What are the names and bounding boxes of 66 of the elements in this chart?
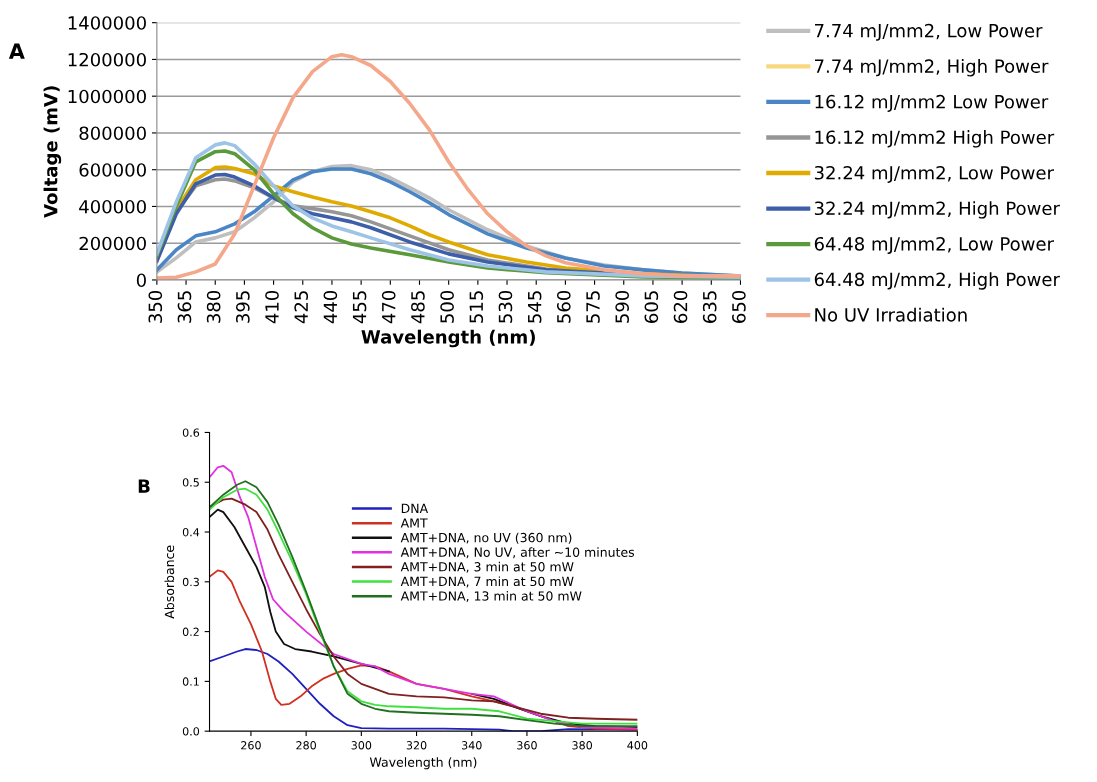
y-tick-label: 0.2: [182, 627, 199, 636]
y-tick-label: 600000: [79, 163, 146, 177]
y-tick-label: 200000: [79, 236, 146, 251]
legend-label: 32.24 mJ/mm2, Low Power: [814, 165, 1054, 183]
x-axis-title: Wavelength (nm): [361, 329, 535, 348]
y-tick-label: 0.1: [182, 677, 199, 686]
x-tick-label: 650: [732, 290, 746, 323]
x-tick-label: 350: [148, 290, 163, 323]
x-tick-label: 605: [644, 291, 659, 323]
x-tick-label: 620: [673, 290, 688, 323]
x-tick-label: 515: [469, 291, 484, 323]
x-tick-label: 485: [411, 291, 425, 324]
text: B: [138, 479, 150, 493]
y-tick-label: 0.6: [182, 428, 200, 437]
legend-label: 7.74 mJ/mm2, High Power: [815, 59, 1049, 77]
legend-label: DNA: [401, 503, 429, 513]
legend-label: AMT: [400, 518, 428, 528]
legend-label: 16.12 mJ/mm2 High Power: [815, 130, 1055, 148]
x-tick-label: 380: [572, 741, 593, 750]
y-tick-label: 1400000: [68, 16, 146, 30]
y-tick-label: 0.0: [182, 727, 200, 736]
y-tick-label: 0: [136, 273, 146, 288]
legend-label: No UV Irradiation: [815, 307, 967, 322]
x-tick-label: 300: [351, 741, 372, 750]
x-tick-label: 635: [702, 291, 717, 323]
legend-label: AMT+DNA, 13 min at 50 mW: [400, 591, 582, 602]
legend-label: 64.48 mJ/mm2, Low Power: [814, 236, 1054, 254]
x-tick-label: 260: [241, 741, 261, 750]
y-tick-label: 800000: [79, 126, 146, 141]
x-axis-title: Wavelength (nm): [369, 757, 477, 770]
legend-label: 16.12 mJ/mm2 Low Power: [815, 94, 1049, 112]
y-tick-label: 0.5: [182, 478, 199, 487]
x-tick-label: 320: [406, 741, 427, 750]
x-tick-label: 400: [627, 741, 648, 750]
x-tick-label: 410: [265, 290, 279, 324]
x-tick-label: 560: [556, 290, 571, 323]
text: A: [8, 43, 25, 59]
x-tick-label: 395: [235, 291, 250, 323]
x-tick-label: 380: [206, 290, 221, 323]
x-tick-label: 575: [586, 291, 600, 323]
x-tick-label: 280: [296, 741, 316, 750]
y-axis-title: Absorbance: [164, 545, 175, 619]
x-tick-label: 470: [381, 290, 396, 324]
y-tick-label: 1000000: [68, 89, 146, 104]
x-tick-label: 365: [177, 291, 192, 323]
y-tick-label: 0.4: [182, 528, 200, 537]
legend-label: AMT+DNA, 3 min at 50 mW: [400, 561, 574, 573]
x-tick-label: 440: [323, 290, 338, 324]
legend-label: AMT+DNA, No UV, after ~10 minutes: [400, 547, 635, 559]
legend-label: AMT+DNA, 7 min at 50 mW: [400, 576, 574, 588]
x-tick-label: 500: [440, 290, 454, 323]
x-tick-label: 455: [352, 291, 367, 324]
y-tick-label: 0.3: [182, 577, 199, 587]
x-tick-label: 340: [461, 741, 482, 750]
legend-label: AMT+DNA, no UV (360 nm): [400, 532, 572, 544]
legend-label: 32.24 mJ/mm2, High Power: [814, 201, 1060, 219]
y-tick-label: 1200000: [68, 52, 146, 67]
y-tick-label: 400000: [79, 199, 146, 214]
x-tick-label: 360: [517, 741, 537, 750]
x-tick-label: 530: [498, 290, 513, 323]
y-axis-title: Voltage (mV): [43, 86, 62, 218]
x-tick-label: 425: [294, 291, 309, 324]
legend-label: 64.48 mJ/mm2, High Power: [814, 272, 1060, 290]
x-tick-label: 545: [528, 291, 542, 323]
legend-label: 7.74 mJ/mm2, Low Power: [815, 23, 1043, 41]
x-tick-label: 590: [615, 290, 629, 323]
